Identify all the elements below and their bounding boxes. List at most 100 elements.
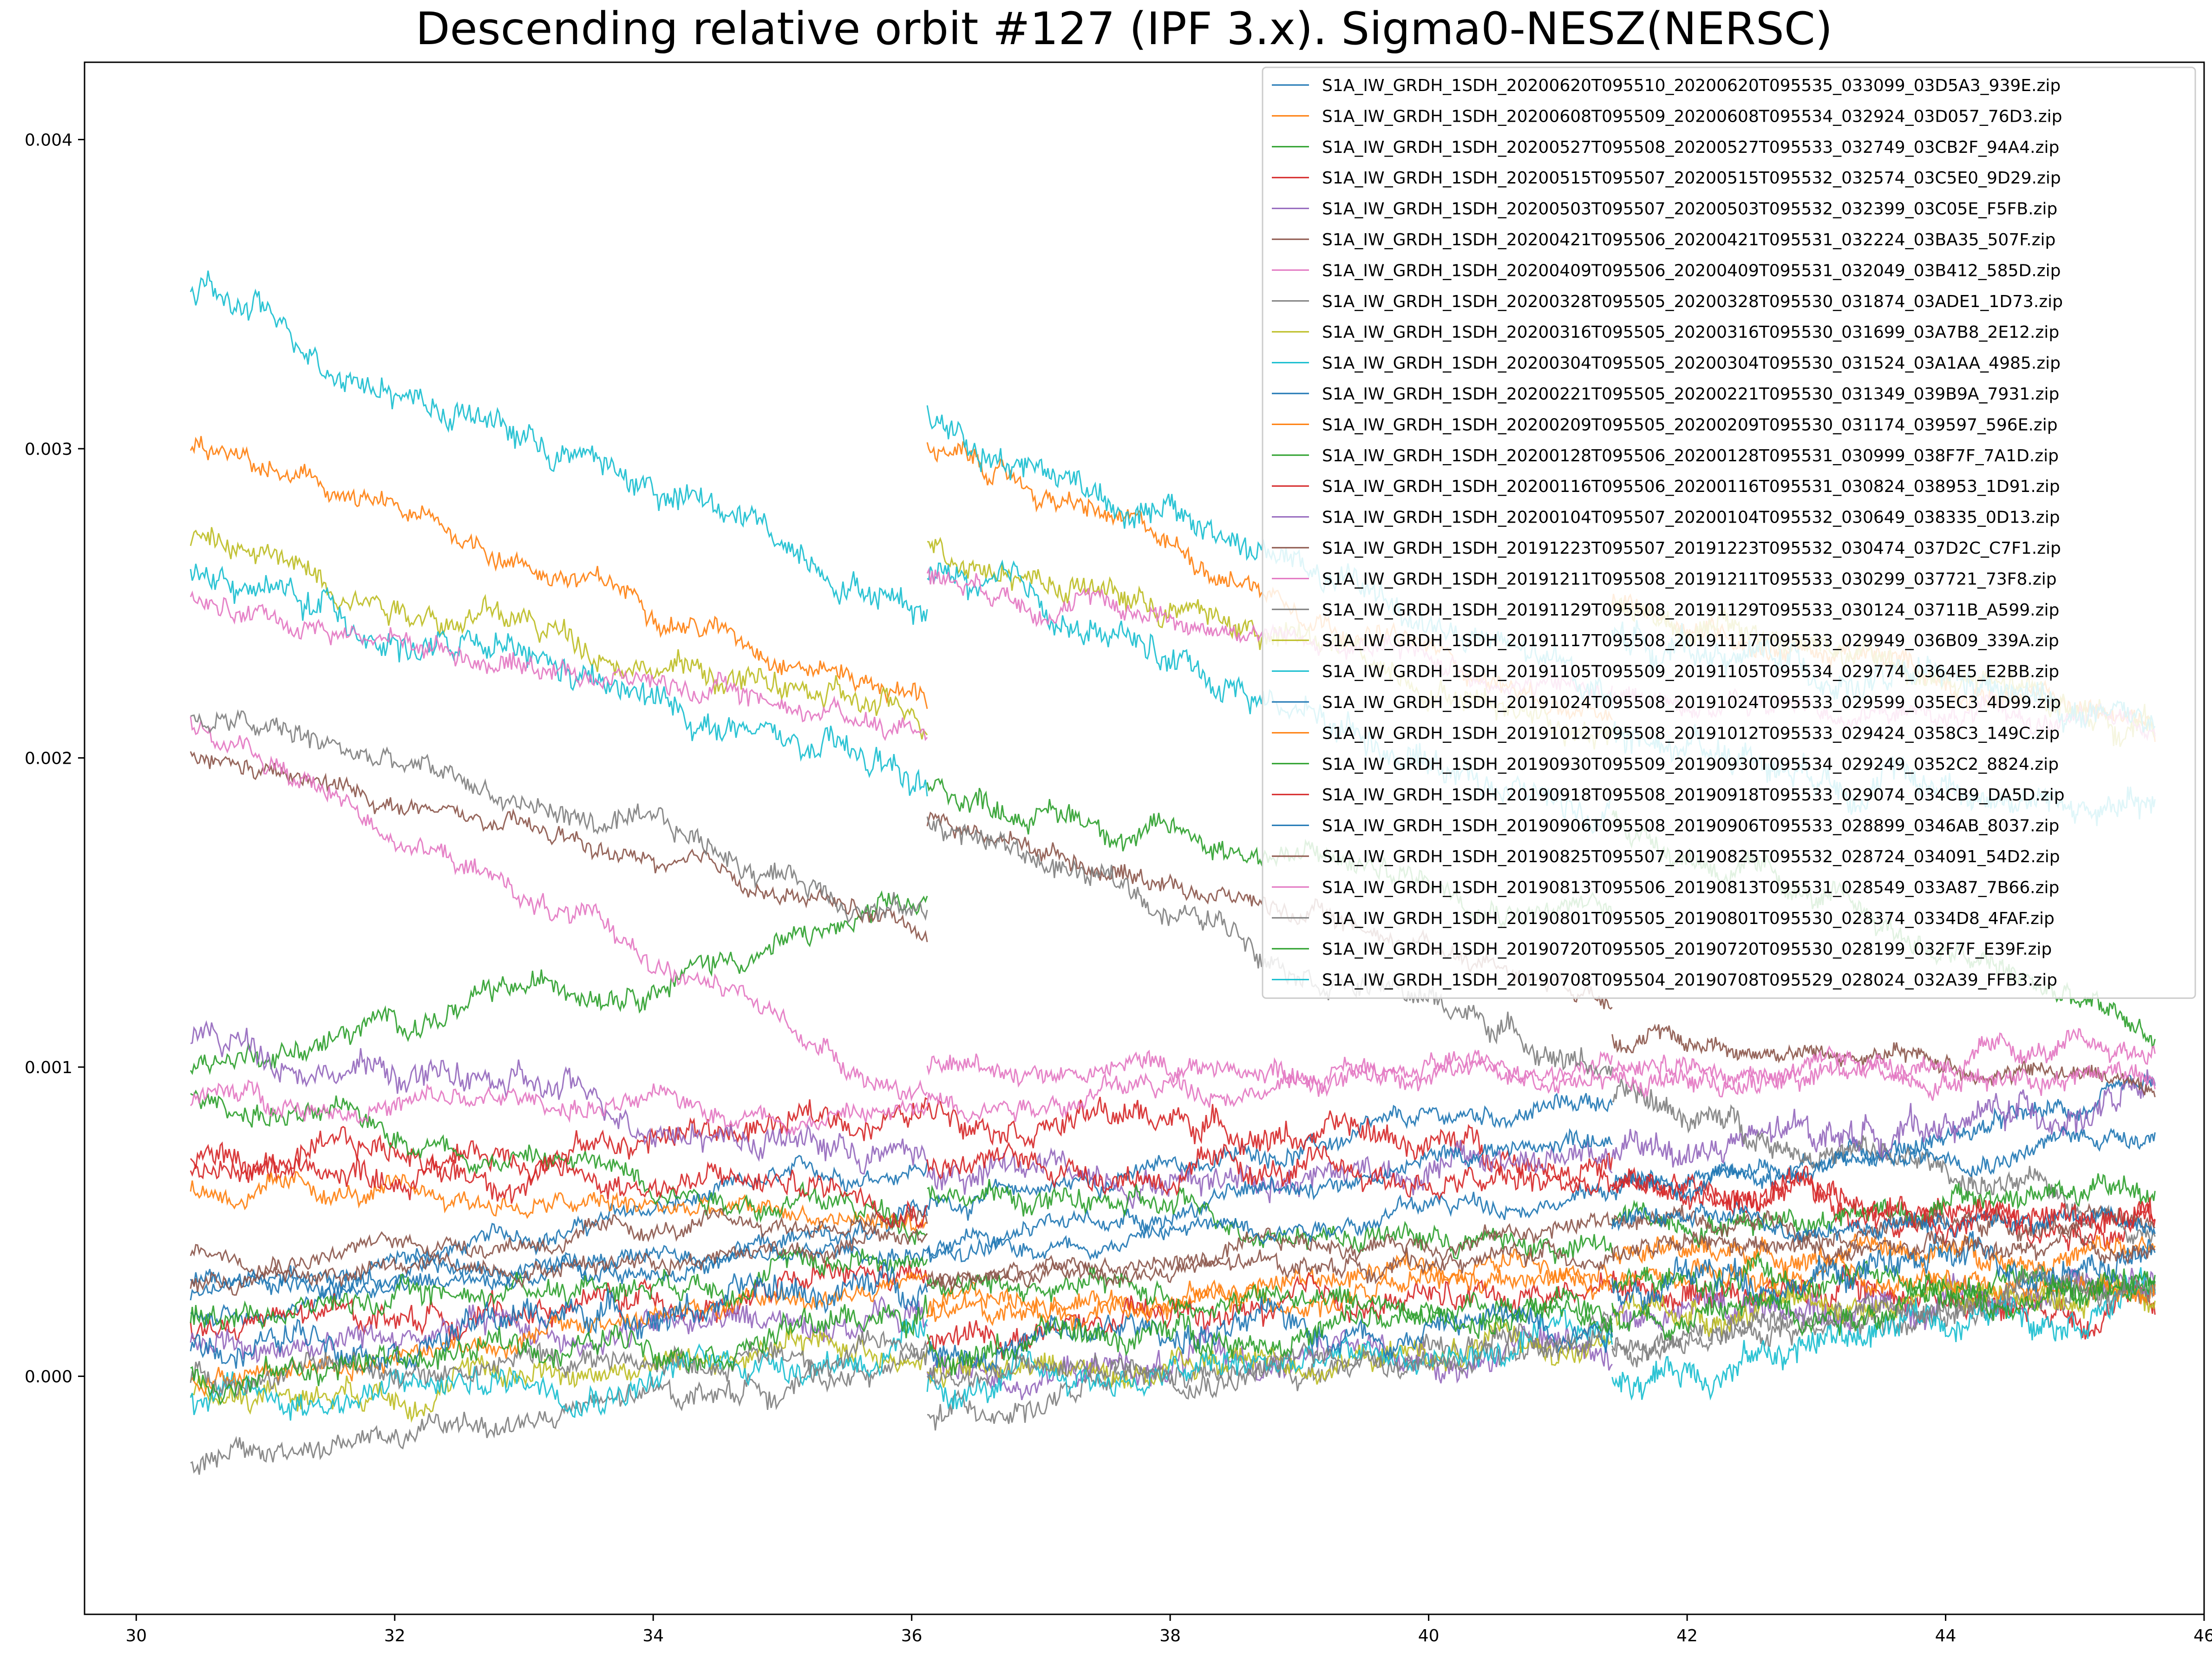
series-segment — [190, 890, 928, 1075]
series-segment — [190, 564, 928, 797]
y-tick-label: 0.000 — [25, 1368, 72, 1387]
legend-label: S1A_IW_GRDH_1SDH_20191117T095508_2019111… — [1322, 631, 2059, 650]
series-segment — [190, 527, 928, 740]
x-tick-label: 46 — [2193, 1626, 2212, 1645]
y-tick-label: 0.004 — [25, 131, 72, 150]
series-segment — [190, 1225, 928, 1296]
series-segment — [927, 1179, 1613, 1264]
series-segment — [190, 1328, 928, 1423]
series-segment — [926, 1248, 1613, 1324]
series-segment — [190, 1242, 928, 1298]
legend-label: S1A_IW_GRDH_1SDH_20190708T095504_2019070… — [1322, 971, 2057, 990]
legend-label: S1A_IW_GRDH_1SDH_20190906T095508_2019090… — [1322, 817, 2059, 836]
legend-label: S1A_IW_GRDH_1SDH_20190918T095508_2019091… — [1322, 786, 2065, 805]
legend-label: S1A_IW_GRDH_1SDH_20200620T095510_2020062… — [1322, 76, 2061, 95]
x-tick-label: 34 — [642, 1626, 664, 1645]
legend-label: S1A_IW_GRDH_1SDH_20200409T095506_2020040… — [1322, 261, 2061, 280]
series-line — [190, 716, 2156, 1101]
series-line — [190, 1267, 2156, 1421]
x-tick-label: 42 — [1676, 1626, 1698, 1645]
legend-label: S1A_IW_GRDH_1SDH_20200608T095509_2020060… — [1322, 107, 2062, 126]
series-line — [190, 1231, 2156, 1373]
legend-label: S1A_IW_GRDH_1SDH_20190813T095506_2019081… — [1322, 878, 2059, 897]
series-segment — [190, 1208, 928, 1277]
chart-title: Descending relative orbit #127 (IPF 3.x)… — [416, 3, 1832, 55]
series-segment — [926, 1049, 1613, 1092]
legend-label: S1A_IW_GRDH_1SDH_20191012T095508_2019101… — [1322, 724, 2060, 743]
x-tick-label: 44 — [1935, 1626, 1957, 1645]
series-segment — [926, 1096, 1613, 1185]
series-segment — [190, 709, 928, 924]
legend-label: S1A_IW_GRDH_1SDH_20190801T095505_2019080… — [1322, 909, 2055, 928]
series-segment — [1612, 1165, 2156, 1247]
legend-label: S1A_IW_GRDH_1SDH_20200104T095507_2020010… — [1322, 508, 2060, 527]
axes-frame — [84, 61, 2205, 1615]
series-segment — [926, 1211, 1613, 1287]
legend-label: S1A_IW_GRDH_1SDH_20191223T095507_2019122… — [1322, 539, 2061, 558]
legend-label: S1A_IW_GRDH_1SDH_20191129T095508_2019112… — [1322, 601, 2059, 620]
series-segment — [190, 1171, 928, 1232]
legend-label: S1A_IW_GRDH_1SDH_20200503T095507_2020050… — [1322, 200, 2057, 219]
series-segment — [190, 1318, 928, 1421]
series-segment — [1611, 1231, 2156, 1311]
series-segment — [190, 716, 928, 1101]
legend-label: S1A_IW_GRDH_1SDH_20200221T095505_2020022… — [1322, 385, 2059, 404]
y-tick-label: 0.002 — [25, 749, 72, 768]
series-segment — [927, 1239, 1613, 1292]
legend-label: S1A_IW_GRDH_1SDH_20200304T095505_2020030… — [1322, 354, 2061, 373]
series-segment — [1611, 1267, 2156, 1401]
series-segment — [927, 1314, 1613, 1389]
x-tick-label: 30 — [125, 1626, 147, 1645]
series-segment — [926, 1271, 1613, 1359]
x-tick-label: 38 — [1159, 1626, 1181, 1645]
series-segment — [190, 436, 928, 709]
legend-label: S1A_IW_GRDH_1SDH_20200116T095506_2020011… — [1322, 477, 2060, 496]
x-tick-label: 36 — [901, 1626, 923, 1645]
series-segment — [190, 1141, 928, 1230]
series-segment — [1611, 1264, 2156, 1361]
series-segment — [1611, 1268, 2156, 1341]
series-segment — [1611, 1251, 2156, 1310]
legend-label: S1A_IW_GRDH_1SDH_20200328T095505_2020032… — [1322, 292, 2063, 311]
series-segment — [926, 1318, 1613, 1400]
legend-label: S1A_IW_GRDH_1SDH_20191024T095508_2019102… — [1322, 693, 2061, 712]
series-segment — [1611, 1225, 2156, 1266]
series-segment — [926, 1049, 1613, 1124]
series-line — [190, 1141, 2156, 1247]
series-segment — [926, 1308, 1613, 1410]
legend-label: S1A_IW_GRDH_1SDH_20200527T095508_2020052… — [1322, 138, 2059, 157]
series-segment — [926, 1297, 1613, 1373]
series-line — [190, 1264, 2156, 1400]
series-segment — [190, 1330, 928, 1399]
series-segment — [927, 1267, 1613, 1332]
series-segment — [1611, 1028, 2156, 1095]
series-segment — [926, 1141, 1613, 1201]
y-tick-label: 0.001 — [25, 1058, 72, 1077]
series-line — [190, 1049, 2156, 1137]
series-line — [190, 1225, 2156, 1296]
legend-label: S1A_IW_GRDH_1SDH_20200316T095505_2020031… — [1322, 323, 2059, 342]
legend-label: S1A_IW_GRDH_1SDH_20190930T095509_2019093… — [1322, 755, 2059, 774]
series-line — [190, 1020, 2156, 1209]
series-segment — [926, 1182, 1613, 1261]
legend: S1A_IW_GRDH_1SDH_20200620T095510_2020062… — [1262, 66, 2196, 999]
series-line — [190, 1247, 2156, 1338]
series-segment — [926, 1093, 1613, 1221]
series-segment — [190, 1097, 928, 1183]
series-segment — [190, 1247, 928, 1330]
legend-label: S1A_IW_GRDH_1SDH_20200421T095506_2020042… — [1322, 230, 2055, 249]
legend-label: S1A_IW_GRDH_1SDH_20191211T095508_2019121… — [1322, 570, 2057, 589]
series-segment — [926, 1140, 1613, 1209]
series-segment — [190, 1020, 928, 1175]
legend-label: S1A_IW_GRDH_1SDH_20200515T095507_2020051… — [1322, 169, 2061, 188]
legend-label: S1A_IW_GRDH_1SDH_20190825T095507_2019082… — [1322, 847, 2060, 866]
series-segment — [190, 590, 928, 741]
legend-label: S1A_IW_GRDH_1SDH_20191105T095509_2019110… — [1322, 662, 2059, 682]
series-segment — [1611, 1056, 2156, 1101]
legend-label: S1A_IW_GRDH_1SDH_20190720T095505_2019072… — [1322, 940, 2052, 959]
legend-label: S1A_IW_GRDH_1SDH_20200209T095505_2020020… — [1322, 415, 2058, 434]
series-segment — [190, 270, 928, 625]
series-segment — [190, 1295, 928, 1406]
axes: 30 32 34 36 38 40 42 44 46 0.000 0.001 0.002 0.003 0.… — [25, 61, 2212, 1645]
